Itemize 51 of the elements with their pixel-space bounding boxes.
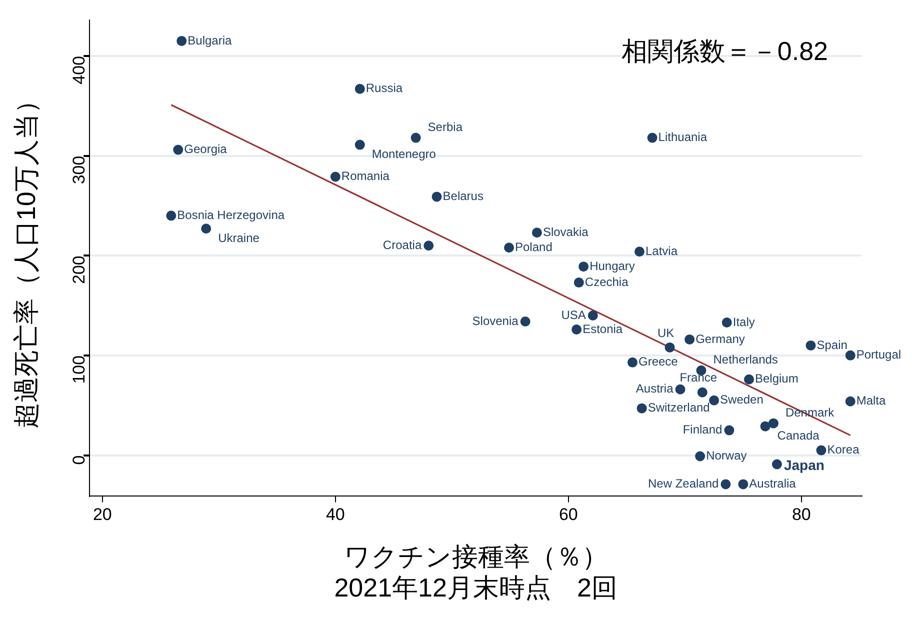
annotation: Romania bbox=[341, 169, 390, 184]
annotation: Spain bbox=[816, 338, 848, 352]
annotation: Croatia bbox=[382, 238, 422, 252]
x-axis-title: ワクチン接種率（％） 2021年12月末時点 2回 bbox=[334, 541, 618, 603]
annotation: Slovenia bbox=[472, 314, 519, 328]
x-tick-label: 40 bbox=[326, 505, 345, 524]
annotation: Japan bbox=[784, 457, 824, 474]
annotation: Australia bbox=[749, 476, 796, 491]
annotation: Germany bbox=[696, 332, 745, 346]
y-axis-title: 超過死亡率（人口10万人当） bbox=[10, 88, 41, 429]
annotation: France bbox=[680, 370, 718, 385]
annotation: Russia bbox=[366, 81, 403, 96]
annotation: Montenegro bbox=[372, 147, 436, 162]
annotation: Slovakia bbox=[542, 224, 589, 239]
annotation: Malta bbox=[856, 394, 886, 408]
annotation: Czechia bbox=[584, 274, 629, 289]
annotation: Italy bbox=[732, 314, 755, 329]
x-tick-label: 60 bbox=[558, 505, 578, 524]
annotation: Switzerland bbox=[648, 400, 710, 415]
annotation: Bulgaria bbox=[188, 33, 232, 48]
annotation: Lithuania bbox=[658, 130, 708, 144]
annotation: Belarus bbox=[442, 189, 484, 204]
annotation: Greece bbox=[638, 354, 678, 369]
annotation: USA bbox=[561, 308, 586, 322]
y-tick-label: 300 bbox=[69, 156, 88, 184]
annotation: Norway bbox=[706, 448, 747, 463]
annotation: New Zealand bbox=[648, 476, 719, 491]
annotation: Estonia bbox=[582, 322, 623, 336]
annotation: Latvia bbox=[645, 244, 678, 258]
annotation: Georgia bbox=[184, 142, 228, 156]
annotation: 相関係数＝－0.82 bbox=[621, 36, 828, 66]
annotation: Canada bbox=[777, 428, 820, 443]
annotation: Austria bbox=[636, 382, 674, 396]
annotation: Bosnia Herzegovina bbox=[177, 208, 285, 222]
y-tick-label: 100 bbox=[69, 355, 88, 384]
annotation: Sweden bbox=[720, 392, 764, 407]
y-tick-label: 200 bbox=[69, 256, 88, 284]
x-tick-label: 80 bbox=[792, 505, 811, 524]
x-tick-label: 20 bbox=[92, 505, 112, 524]
annotation: UK bbox=[657, 326, 674, 340]
annotation: Belgium bbox=[754, 372, 798, 386]
annotation: Finland bbox=[682, 422, 722, 437]
annotation: Korea bbox=[827, 442, 860, 457]
annotation: Serbia bbox=[428, 120, 463, 134]
y-tick-label: 0 bbox=[69, 455, 88, 465]
y-tick-label: 400 bbox=[69, 56, 88, 84]
annotation: Ukraine bbox=[218, 230, 260, 245]
annotation: Poland bbox=[515, 240, 552, 254]
annotation: Portugal bbox=[856, 348, 902, 362]
annotation: Hungary bbox=[590, 258, 635, 273]
annotation: Netherlands bbox=[713, 352, 778, 367]
